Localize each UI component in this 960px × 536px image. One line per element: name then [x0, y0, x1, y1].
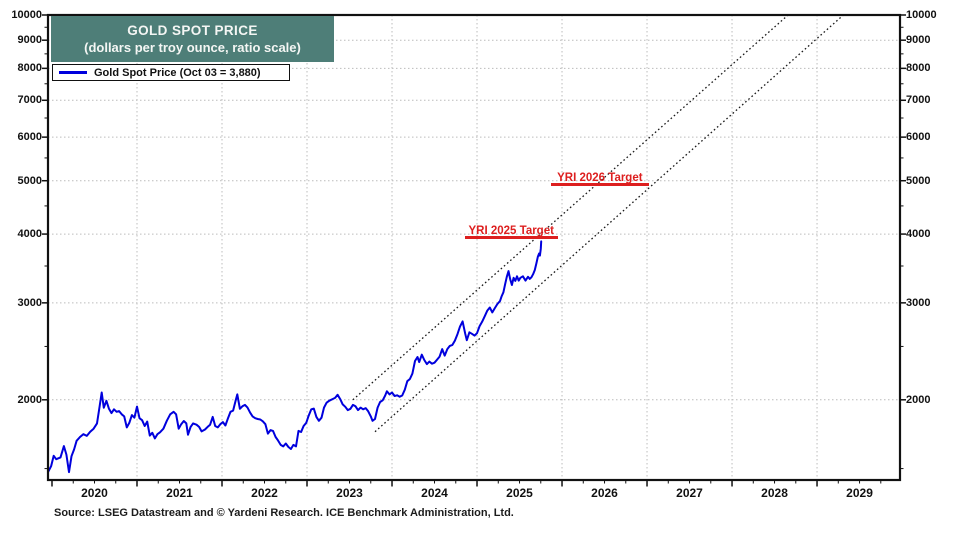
target-annotation: YRI 2025 Target: [464, 218, 558, 240]
y-axis-label: 4000: [17, 228, 42, 241]
y-axis-label: 10000: [906, 9, 937, 21]
x-axis-year-label: 2028: [761, 486, 788, 500]
target-annotation-label: YRI 2025 Target: [468, 225, 554, 238]
x-axis-year-label: 2024: [421, 486, 448, 500]
y-axis-label: 7000: [906, 94, 931, 107]
x-axis-year-label: 2023: [336, 486, 363, 500]
y-axis-label: 9000: [17, 34, 42, 47]
x-axis-year-label: 2022: [251, 486, 278, 500]
source-attribution: Source: LSEG Datastream and © Yardeni Re…: [54, 507, 514, 519]
y-axis-label: 7000: [17, 94, 42, 107]
y-axis-label: 5000: [906, 174, 931, 187]
y-axis-label: 5000: [17, 174, 42, 187]
x-axis-year-label: 2029: [846, 486, 873, 500]
y-axis-label: 8000: [906, 62, 931, 75]
chart-title: GOLD SPOT PRICE: [127, 23, 258, 38]
x-axis-year-label: 2020: [81, 486, 108, 500]
legend: Gold Spot Price (Oct 03 = 3,880): [52, 64, 290, 81]
legend-line-swatch: [59, 71, 87, 74]
target-annotation-label: YRI 2026 Target: [557, 171, 643, 184]
target-annotation-underline: [464, 236, 558, 240]
y-axis-label: 6000: [906, 131, 931, 144]
chart-title-box: GOLD SPOT PRICE (dollars per troy ounce,…: [51, 16, 334, 62]
y-axis-label: 3000: [17, 296, 42, 309]
y-axis-label: 9000: [906, 34, 931, 47]
x-axis-year-label: 2021: [166, 486, 193, 500]
target-annotation-underline: [550, 182, 649, 186]
y-axis-label: 10000: [11, 9, 42, 21]
price-line: [47, 240, 543, 474]
x-axis-year-label: 2025: [506, 486, 533, 500]
y-axis-label: 4000: [906, 228, 931, 241]
chart-subtitle: (dollars per troy ounce, ratio scale): [84, 40, 301, 55]
y-axis-label: 6000: [17, 131, 42, 144]
trend-channel-lower-line: [374, 14, 844, 433]
y-axis-label: 8000: [17, 62, 42, 75]
plot-border: [46, 13, 902, 482]
legend-label: Gold Spot Price (Oct 03 = 3,880): [94, 66, 261, 79]
x-axis-year-label: 2027: [676, 486, 703, 500]
trend-channel-upper-line: [352, 14, 789, 401]
y-axis-label: 2000: [906, 393, 931, 406]
y-axis-label: 3000: [906, 296, 931, 309]
x-axis-year-label: 2026: [591, 486, 618, 500]
target-annotation: YRI 2026 Target: [550, 165, 649, 186]
y-axis-label: 2000: [17, 393, 42, 406]
